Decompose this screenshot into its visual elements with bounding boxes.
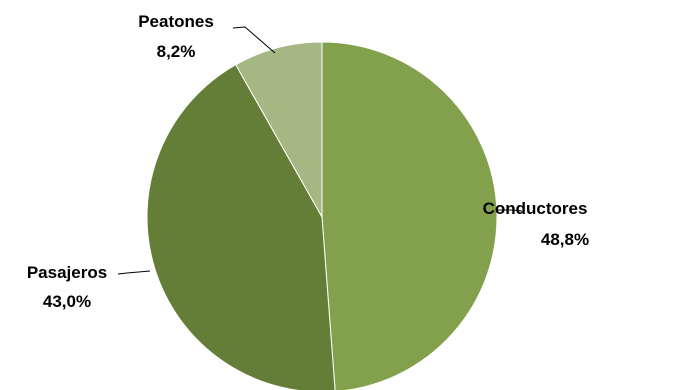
- leader-line-peatones: [232, 26, 276, 54]
- leader-line-pasajeros: [117, 270, 151, 275]
- slice-value-peatones: 8,2%: [157, 42, 196, 61]
- slice-label-pasajeros: Pasajeros: [27, 263, 107, 282]
- pie-slice-conductores: [321, 41, 498, 390]
- pie-slice-pasajeros: [146, 64, 336, 390]
- slice-label-peatones: Peatones: [138, 12, 214, 31]
- pie-slices: [146, 41, 498, 390]
- leader-lines: [117, 26, 523, 275]
- slice-label-conductores: Conductores: [483, 199, 588, 218]
- leader-line-conductores: [498, 209, 523, 212]
- slice-labels: Conductores 48,8% Pasajeros 43,0% Peatones 8,…: [27, 12, 589, 311]
- pie-slice-peatones: [235, 41, 323, 219]
- slice-value-pasajeros: 43,0%: [43, 292, 91, 311]
- slice-value-conductores: 48,8%: [541, 230, 589, 249]
